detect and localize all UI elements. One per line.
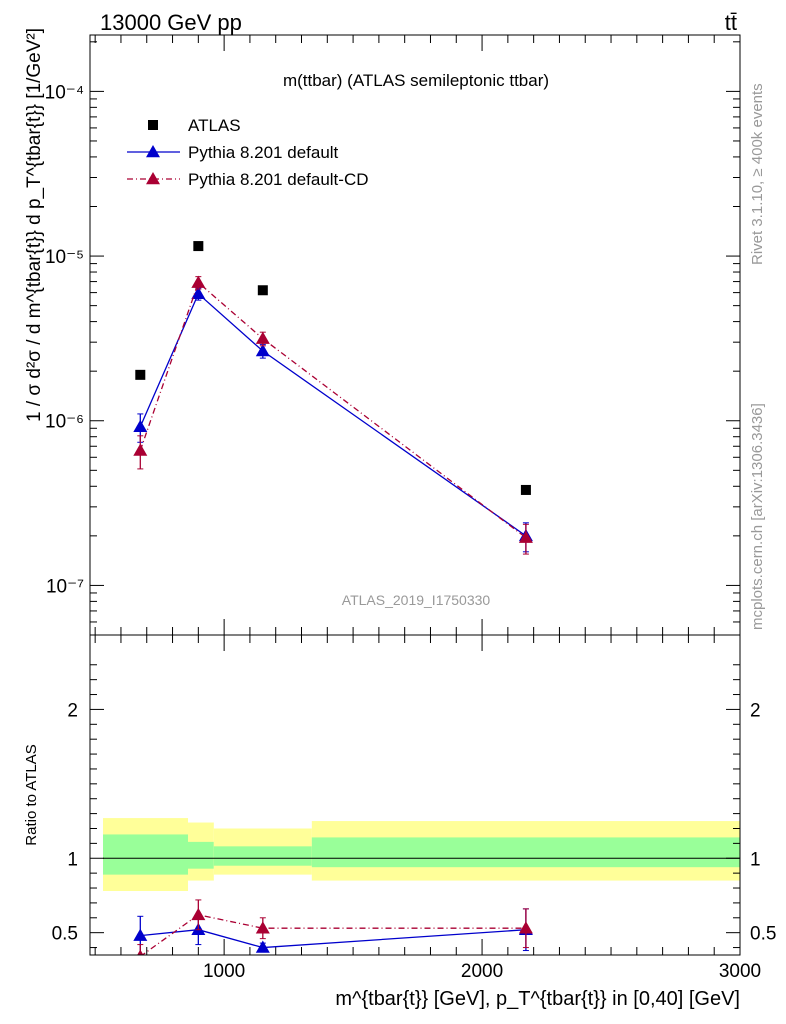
- analysis-label: ATLAS_2019_I1750330: [342, 592, 491, 608]
- x-tick-label: 1000: [203, 961, 245, 982]
- legend-label: Pythia 8.201 default-CD: [188, 170, 369, 189]
- triangle-marker: [255, 344, 270, 357]
- channel-label: tt̄: [725, 10, 737, 35]
- main-axes: 10⁻⁷ 10⁻⁶ 10⁻⁵ 10⁻⁴: [45, 35, 741, 636]
- triangle-marker: [518, 530, 533, 543]
- y-tick-label: 10⁻⁶: [45, 412, 84, 433]
- data-marker: [135, 369, 146, 380]
- ratio-y-tick-label: 0.5: [52, 924, 78, 945]
- legend-label: Pythia 8.201 default: [188, 143, 339, 162]
- ratio-series-line: [140, 929, 526, 949]
- x-tick-label: 3000: [719, 961, 761, 982]
- triangle-marker: [191, 275, 206, 288]
- triangle-marker: [133, 419, 148, 432]
- legend-marker: [148, 120, 158, 130]
- ratio-y-tick-label: 2: [67, 700, 78, 721]
- series-line: [139, 292, 527, 537]
- band-inner: [311, 837, 740, 868]
- band-inner: [103, 834, 189, 875]
- triangle-marker: [137, 949, 144, 955]
- source-label: mcplots.cern.ch [arXiv:1306.3436]: [749, 403, 766, 630]
- triangle-marker: [146, 145, 160, 158]
- rivet-label: Rivet 3.1.10, ≥ 400k events: [749, 83, 766, 265]
- y-tick-label: 10⁻⁷: [46, 576, 84, 597]
- ratio-bands: [103, 818, 740, 891]
- ratio-y-tick-label: 1: [750, 849, 761, 870]
- y-tick-label: 10⁻⁴: [45, 82, 84, 103]
- triangle-marker: [133, 928, 148, 941]
- triangle-marker: [255, 331, 270, 344]
- x-tick-label: 2000: [461, 961, 503, 982]
- legend-label: ATLAS: [188, 116, 241, 135]
- main-panel: m(ttbar) (ATLAS semileptonic ttbar) ATLA…: [24, 28, 741, 636]
- ratio-axes: 1000 2000 3000 0.5 0.5 1 1 2 2: [52, 635, 776, 982]
- data-marker: [193, 241, 204, 252]
- ratio-panel: 1000 2000 3000 0.5 0.5 1 1 2 2 Ratio to ATLAS m^…: [23, 634, 776, 1010]
- ratio-frame: [89, 634, 741, 956]
- process-label: 13000 GeV pp: [100, 10, 242, 35]
- main-title: m(ttbar) (ATLAS semileptonic ttbar): [283, 71, 549, 90]
- ratio-y-axis-label: Ratio to ATLAS: [23, 744, 40, 845]
- main-y-axis-label: 1 / σ d²σ / d m^{tbar{t}} d p_T^{tbar{t}…: [24, 28, 45, 422]
- triangle-marker: [191, 907, 206, 921]
- triangle-marker: [255, 940, 270, 953]
- data-marker: [520, 484, 531, 495]
- legend: ATLAS Pythia 8.201 default Pythia 8.201 de…: [127, 116, 369, 189]
- band-inner: [213, 846, 312, 866]
- band-inner: [188, 841, 214, 869]
- triangle-marker: [191, 286, 206, 300]
- ratio-marks: [133, 899, 533, 955]
- series-line: [139, 281, 527, 539]
- ratio-y-tick-label: 0.5: [750, 924, 776, 945]
- ratio-y-tick-label: 2: [750, 700, 761, 721]
- data-marker: [257, 285, 268, 296]
- x-axis-label: m^{tbar{t}} [GeV], p_T^{tbar{t}} in [0,4…: [335, 988, 740, 1010]
- triangle-marker: [146, 172, 160, 185]
- triangle-marker: [255, 921, 270, 934]
- triangle-marker: [518, 921, 533, 934]
- triangle-marker: [133, 443, 148, 456]
- ratio-series-line: [141, 914, 526, 955]
- y-tick-label: 10⁻⁵: [45, 247, 84, 268]
- main-marks: [133, 241, 533, 555]
- ratio-y-tick-label: 1: [67, 849, 78, 870]
